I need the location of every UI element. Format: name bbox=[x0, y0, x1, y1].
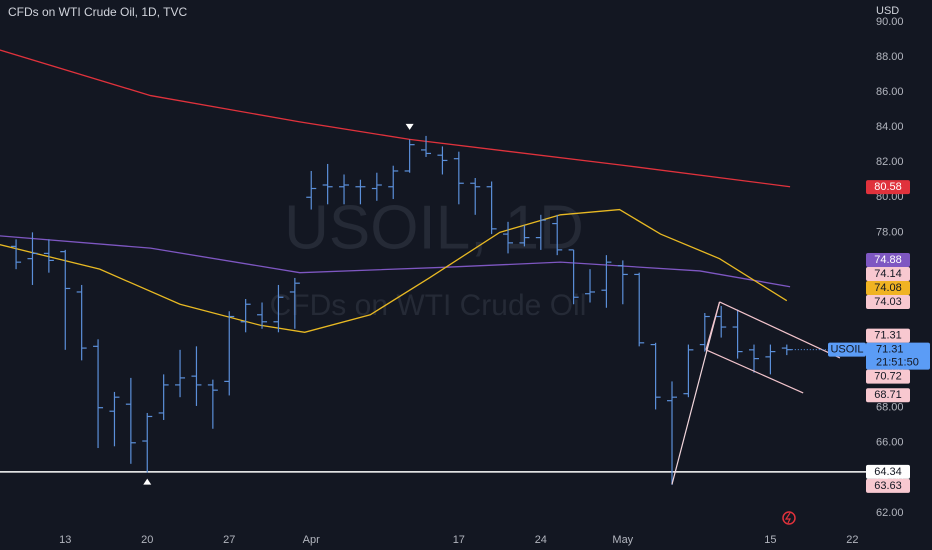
x-tick-label: 13 bbox=[59, 534, 71, 546]
y-tick-label: 66.00 bbox=[876, 437, 904, 449]
symbol-label: USOIL bbox=[830, 344, 863, 356]
price-label: 80.58 bbox=[874, 181, 902, 193]
x-tick-label: 20 bbox=[141, 534, 153, 546]
x-tick-label: 24 bbox=[535, 534, 547, 546]
y-tick-label: 78.00 bbox=[876, 226, 904, 238]
symbol-label-box bbox=[828, 342, 866, 357]
trend-line bbox=[705, 349, 804, 394]
trend-line bbox=[705, 301, 721, 351]
current-price: 71.31 bbox=[876, 344, 904, 356]
price-label-box bbox=[866, 328, 910, 343]
price-label-box bbox=[866, 388, 910, 403]
price-label: 74.03 bbox=[874, 296, 902, 308]
price-label: 74.08 bbox=[874, 282, 902, 294]
y-tick-label: 62.00 bbox=[876, 507, 904, 519]
price-label: 74.88 bbox=[874, 254, 902, 266]
alert-icon[interactable] bbox=[782, 511, 796, 525]
price-label-box bbox=[866, 294, 910, 309]
y-tick-label: 86.00 bbox=[876, 86, 904, 98]
trend-line bbox=[719, 301, 841, 359]
price-label: 64.34 bbox=[874, 466, 902, 478]
y-tick-label: 80.00 bbox=[876, 191, 904, 203]
price-label-box bbox=[866, 478, 910, 493]
moving-average bbox=[0, 49, 791, 188]
price-label: 74.14 bbox=[874, 268, 902, 280]
price-label-box bbox=[866, 280, 910, 295]
price-label: 70.72 bbox=[874, 371, 902, 383]
price-label-box bbox=[866, 180, 910, 195]
x-tick-label: Apr bbox=[303, 534, 320, 546]
y-tick-label: 88.00 bbox=[876, 51, 904, 63]
y-tick-label: 82.00 bbox=[876, 156, 904, 168]
moving-average bbox=[0, 235, 791, 288]
price-label-box bbox=[866, 464, 910, 479]
pivot-marker bbox=[405, 123, 414, 130]
alert-icon-bolt bbox=[784, 512, 791, 524]
x-tick-label: 15 bbox=[764, 534, 776, 546]
x-tick-label: May bbox=[612, 534, 633, 546]
watermark-subtitle: CFDs on WTI Crude Oil bbox=[270, 289, 587, 322]
current-price-box bbox=[866, 342, 930, 370]
x-tick-label: 27 bbox=[223, 534, 235, 546]
price-label: 63.63 bbox=[874, 480, 902, 492]
price-label-box bbox=[866, 369, 910, 384]
price-label: 71.31 bbox=[874, 330, 902, 342]
watermark: USOIL, 1D bbox=[284, 193, 584, 262]
moving-average bbox=[0, 208, 788, 333]
x-tick-label: 22 bbox=[846, 534, 858, 546]
y-tick-label: 84.00 bbox=[876, 121, 904, 133]
price-label-box bbox=[866, 266, 910, 281]
y-tick-label: 90.00 bbox=[876, 16, 904, 28]
x-tick-label: 17 bbox=[453, 534, 465, 546]
pivot-marker bbox=[143, 478, 152, 485]
countdown: 21:51:50 bbox=[876, 357, 919, 369]
chart-title: CFDs on WTI Crude Oil, 1D, TVC bbox=[8, 5, 187, 19]
price-label-box bbox=[866, 252, 910, 267]
trend-line bbox=[671, 301, 721, 485]
price-label: 68.71 bbox=[874, 389, 902, 401]
y-tick-label: 68.00 bbox=[876, 402, 904, 414]
currency: USD bbox=[876, 5, 899, 17]
